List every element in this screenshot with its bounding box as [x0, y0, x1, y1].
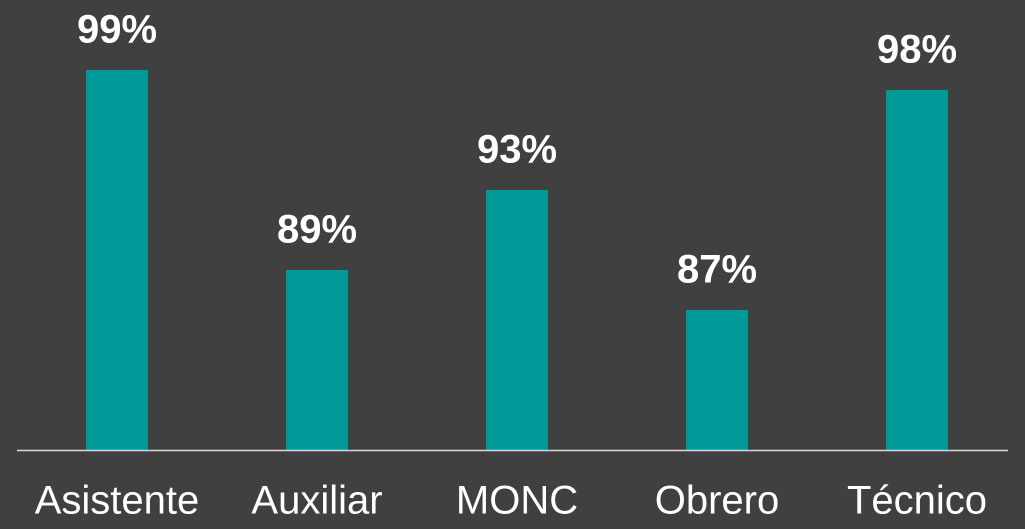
value-label: 98%	[877, 28, 957, 72]
x-tick-label: Técnico	[847, 479, 987, 523]
value-label: 99%	[77, 8, 157, 52]
bar	[686, 310, 748, 450]
x-tick-label: Obrero	[655, 479, 780, 523]
bar	[86, 70, 148, 450]
x-tick-label: MONC	[456, 479, 578, 523]
x-tick-label: Asistente	[35, 479, 200, 523]
bar	[286, 270, 348, 450]
bar	[486, 190, 548, 450]
x-tick-label: Auxiliar	[251, 479, 382, 523]
value-label: 89%	[277, 208, 357, 252]
value-label: 93%	[477, 128, 557, 172]
value-label: 87%	[677, 248, 757, 292]
bar	[886, 90, 948, 450]
